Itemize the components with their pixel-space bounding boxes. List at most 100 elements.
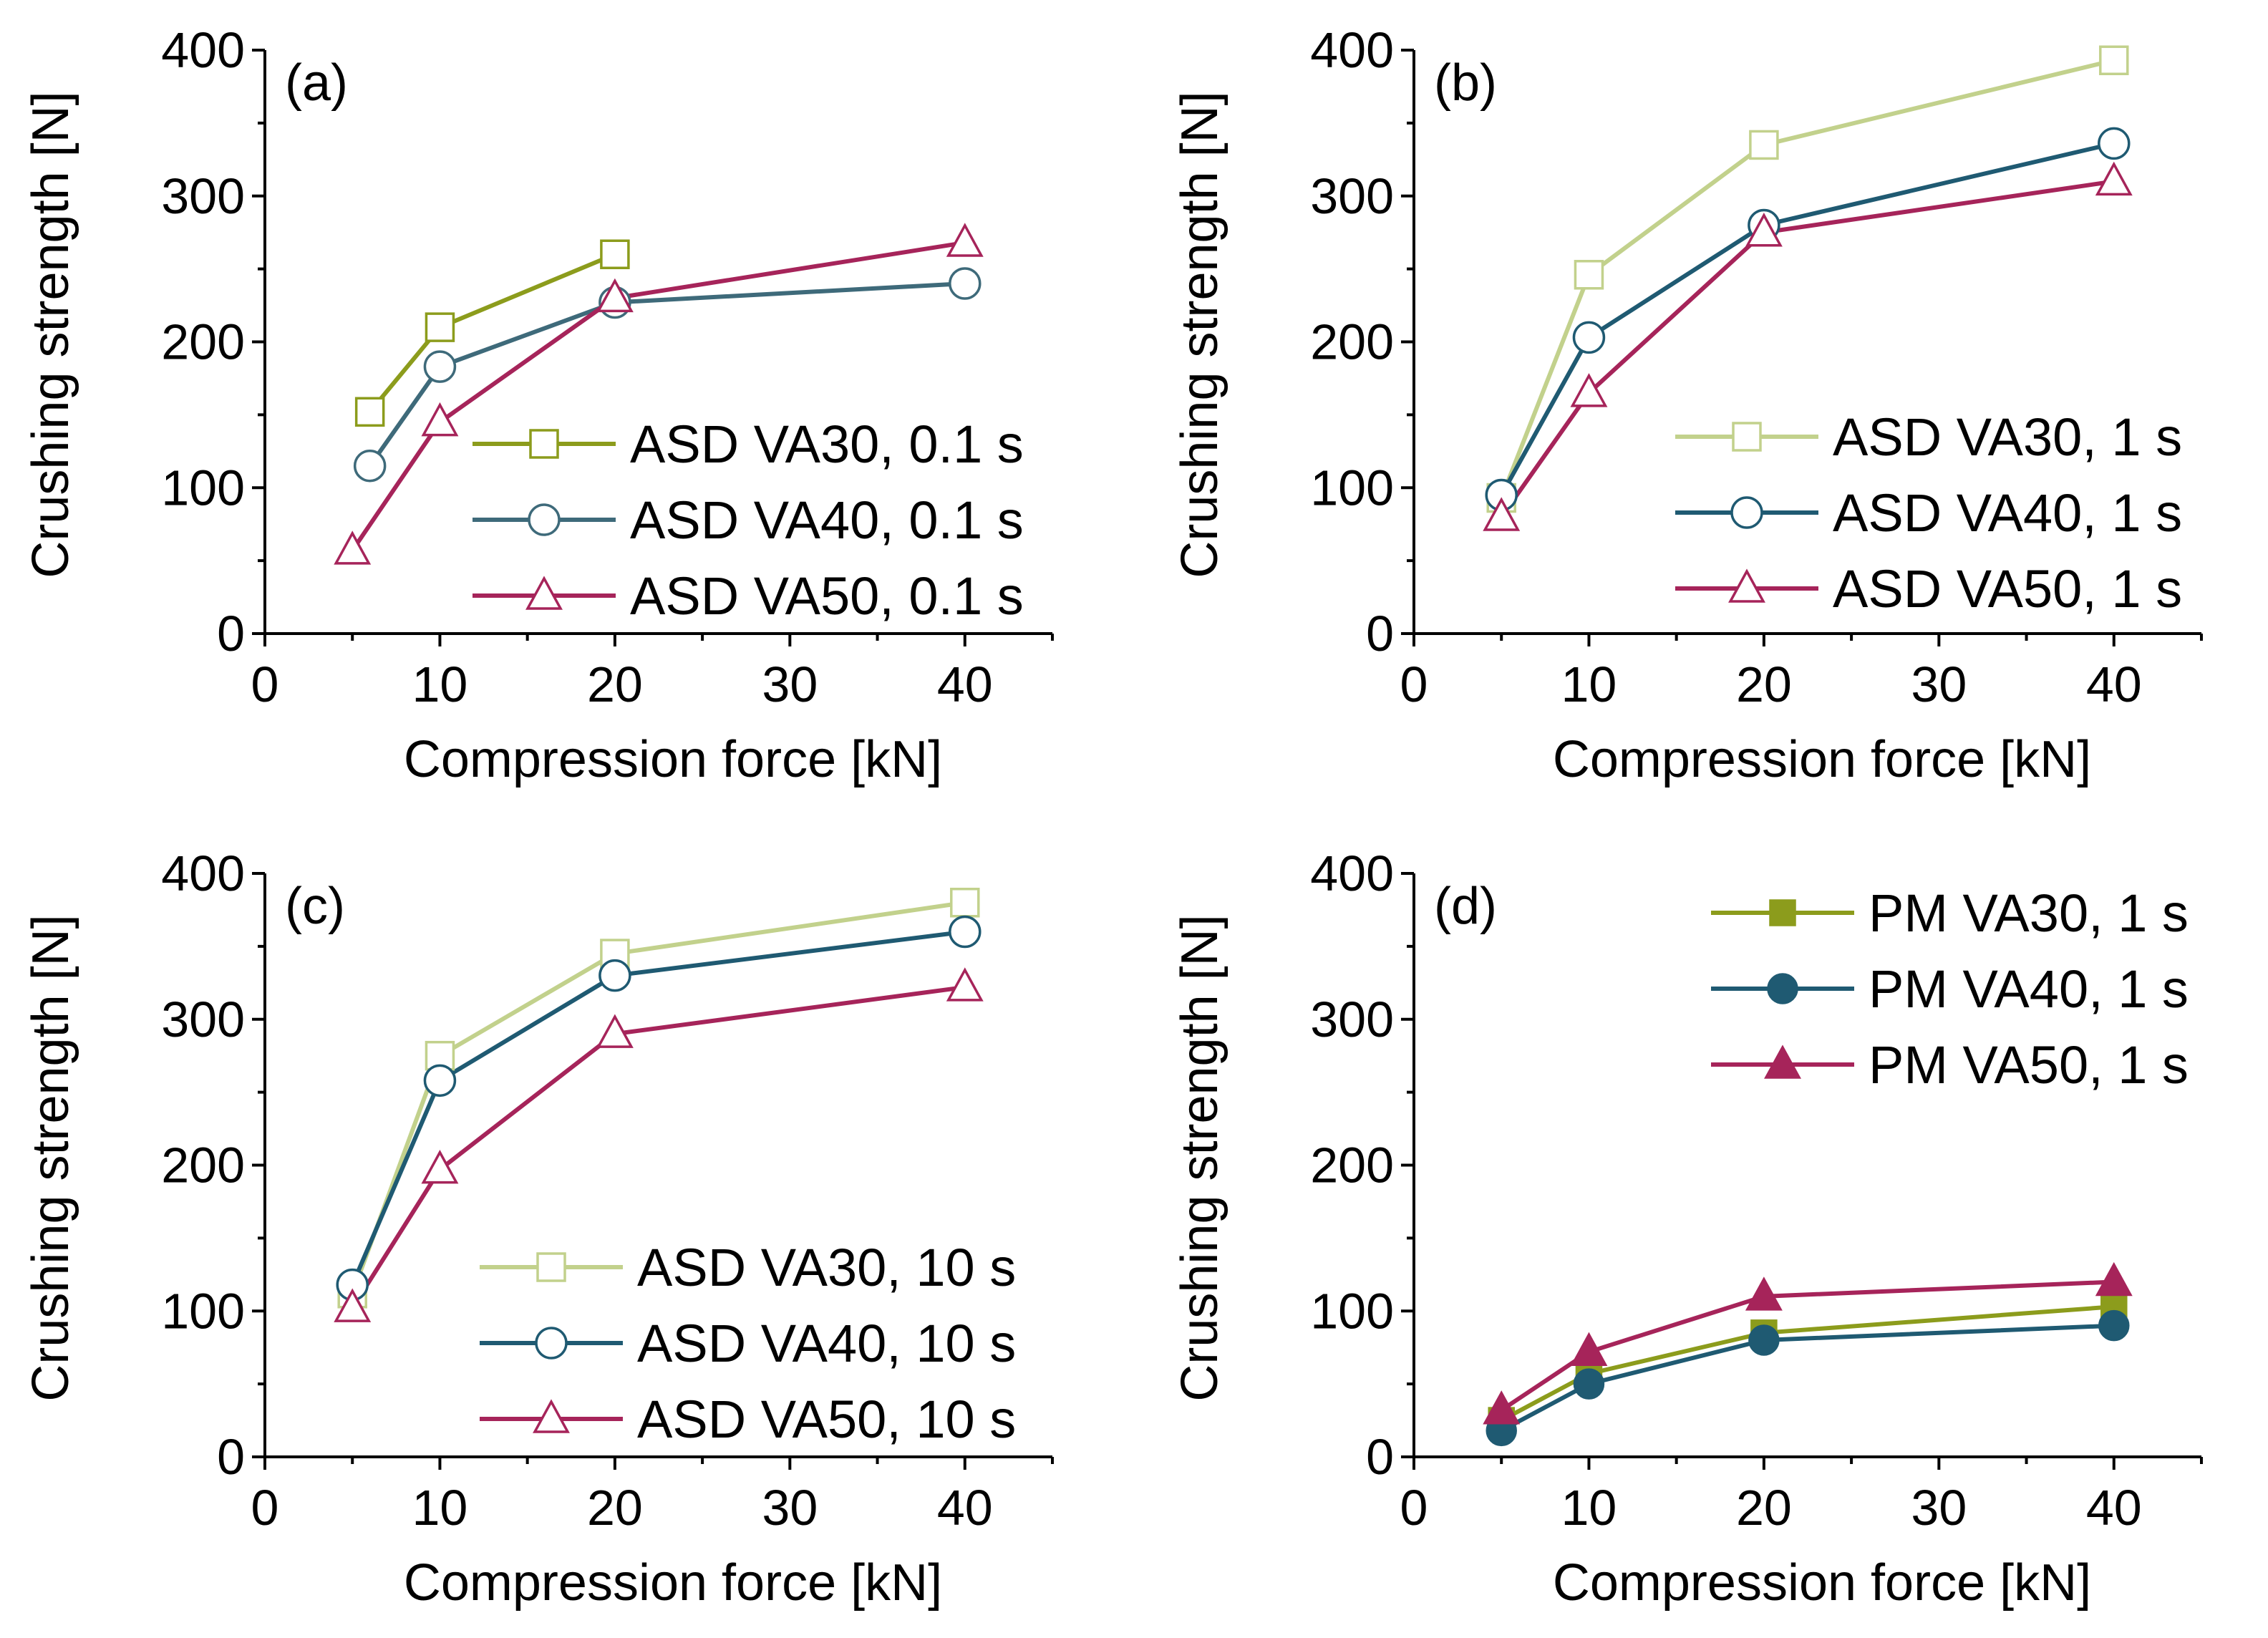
- y-tick-label: 300: [1310, 168, 1394, 224]
- series-line-3: [1500, 1279, 2114, 1412]
- y-tick-label: 200: [1310, 314, 1394, 370]
- data-point: [425, 312, 455, 342]
- x-tick-label: 10: [1561, 1480, 1617, 1536]
- data-point: [2095, 161, 2133, 196]
- data-point: [421, 402, 459, 437]
- y-tick-label: 100: [161, 460, 245, 515]
- data-point: [1745, 1276, 1783, 1311]
- data-point: [598, 959, 631, 992]
- legend-label: ASD VA50, 0.1 s: [630, 566, 1024, 626]
- data-point: [950, 888, 980, 918]
- legend-marker: [1769, 899, 1796, 926]
- y-axis-title: Crushing strength [N]: [22, 914, 79, 1401]
- legend-marker: [1732, 422, 1762, 452]
- data-point: [946, 967, 984, 1002]
- x-tick-label: 20: [587, 1480, 643, 1536]
- data-point: [421, 1149, 459, 1184]
- x-axis-title: Compression force [kN]: [1553, 1554, 2091, 1612]
- data-point: [334, 530, 372, 565]
- data-point: [600, 239, 630, 269]
- data-point: [1570, 373, 1608, 407]
- data-point: [2098, 127, 2131, 160]
- x-tick-label: 0: [1400, 656, 1428, 712]
- x-tick-label: 20: [587, 656, 643, 712]
- y-tick-label: 100: [1310, 1283, 1394, 1339]
- series-line-3: [350, 984, 966, 1309]
- data-point: [1574, 260, 1604, 290]
- x-axis-title: Compression force [kN]: [404, 1554, 942, 1612]
- legend-label: ASD VA30, 1 s: [1833, 407, 2182, 467]
- x-tick-label: 30: [762, 656, 818, 712]
- series-line-1: [1499, 58, 2115, 499]
- y-tick-label: 400: [161, 22, 245, 78]
- x-tick-label: 10: [412, 1480, 468, 1536]
- data-point: [1745, 213, 1783, 247]
- legend-label: ASD VA40, 0.1 s: [630, 490, 1024, 550]
- x-axis-title: Compression force [kN]: [404, 731, 942, 788]
- x-tick-label: 30: [762, 1480, 818, 1536]
- y-tick-label: 200: [161, 314, 245, 370]
- axis-lines: [1412, 50, 2201, 635]
- y-tick-label: 300: [161, 168, 245, 224]
- legend-marker: [528, 503, 561, 536]
- y-tick-label: 0: [217, 1429, 245, 1485]
- series-line-1: [1500, 1304, 2115, 1423]
- x-tick-label: 30: [1911, 656, 1967, 712]
- data-point: [949, 267, 982, 300]
- panel-label: (b): [1434, 54, 1497, 112]
- legend-label: ASD VA50, 1 s: [1833, 559, 2182, 619]
- data-point: [423, 350, 457, 383]
- y-tick-label: 200: [1310, 1138, 1394, 1193]
- legend-label: ASD VA30, 0.1 s: [630, 415, 1024, 474]
- legend-marker: [525, 576, 563, 610]
- panel-label: (d): [1434, 878, 1497, 935]
- data-point: [1749, 130, 1779, 160]
- data-point: [1572, 321, 1606, 354]
- y-tick-label: 100: [161, 1283, 245, 1339]
- x-tick-label: 10: [1561, 656, 1617, 712]
- x-tick-label: 40: [2086, 1480, 2142, 1536]
- data-point: [1748, 1324, 1780, 1356]
- data-point: [353, 449, 387, 483]
- series-line-1: [350, 900, 966, 1294]
- series-line-2: [368, 281, 965, 467]
- x-tick-label: 20: [1736, 1480, 1792, 1536]
- legend-marker: [1767, 973, 1798, 1004]
- data-point: [334, 1288, 372, 1322]
- legend-label: PM VA50, 1 s: [1869, 1035, 2189, 1095]
- y-tick-label: 400: [1310, 22, 1394, 78]
- series-line-3: [1499, 179, 2115, 518]
- legend-marker: [1728, 568, 1765, 603]
- legend-label: ASD VA40, 10 s: [637, 1314, 1016, 1373]
- panel-label: (c): [285, 878, 345, 935]
- x-tick-label: 0: [251, 656, 279, 712]
- y-tick-label: 0: [1366, 606, 1394, 662]
- data-point: [1570, 1332, 1608, 1367]
- y-tick-label: 300: [1310, 992, 1394, 1047]
- x-tick-label: 10: [412, 656, 468, 712]
- legend-label: PM VA30, 1 s: [1869, 883, 2189, 943]
- data-point: [946, 223, 984, 257]
- legend-label: PM VA40, 1 s: [1869, 959, 2189, 1019]
- data-point: [949, 915, 982, 949]
- data-point: [1483, 1390, 1521, 1425]
- y-axis-title: Crushing strength [N]: [22, 91, 79, 578]
- data-point: [1573, 1368, 1605, 1400]
- x-tick-label: 30: [1911, 1480, 1967, 1536]
- y-tick-label: 100: [1310, 460, 1394, 515]
- data-point: [2099, 45, 2129, 76]
- y-tick-label: 300: [161, 992, 245, 1047]
- x-tick-label: 0: [251, 1480, 279, 1536]
- x-tick-label: 20: [1736, 656, 1792, 712]
- x-axis-title: Compression force [kN]: [1553, 731, 2091, 788]
- legend-label: ASD VA50, 10 s: [637, 1390, 1016, 1449]
- x-tick-label: 40: [937, 1480, 993, 1536]
- data-point: [2095, 1261, 2133, 1297]
- y-axis-title: Crushing strength [N]: [1171, 914, 1228, 1401]
- x-tick-label: 40: [2086, 656, 2142, 712]
- data-point: [1483, 497, 1521, 531]
